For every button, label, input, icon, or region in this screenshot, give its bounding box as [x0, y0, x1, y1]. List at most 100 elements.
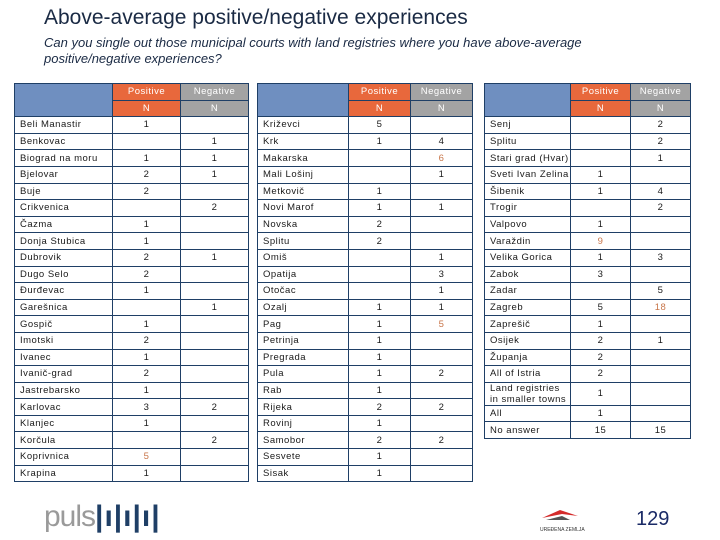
positive-count [348, 248, 411, 267]
positive-count: 1 [348, 199, 411, 217]
table-row: Rovinj 1 [257, 414, 473, 433]
negative-count [630, 215, 691, 234]
negative-count: 1 [630, 331, 691, 350]
court-name: Petrinja [257, 331, 349, 350]
positive-count [112, 298, 181, 317]
header-negative: Negative [630, 83, 691, 101]
negative-count [410, 331, 473, 350]
table-row: Zagreb 5 18 [484, 298, 691, 317]
header-positive: Positive [112, 83, 181, 101]
header-positive: Positive [348, 83, 411, 101]
positive-count: 2 [570, 348, 631, 367]
court-name: Pag [257, 315, 349, 333]
negative-count: 2 [180, 431, 249, 450]
table-row: Krk 1 4 [257, 132, 473, 151]
table-row: Land registries in smaller towns 1 [484, 381, 691, 406]
table-row: Šibenik 1 4 [484, 182, 691, 201]
court-name: Omiš [257, 248, 349, 267]
table-row: Dugo Selo 2 [14, 265, 249, 284]
negative-count [180, 182, 249, 201]
positive-count: 1 [348, 331, 411, 350]
court-name: Dugo Selo [14, 265, 113, 284]
positive-count: 1 [570, 381, 631, 406]
negative-count: 2 [410, 398, 473, 416]
positive-count [348, 265, 411, 284]
table-row: Pula 1 2 [257, 365, 473, 383]
table-row: Križevci 5 [257, 116, 473, 134]
table-row: Krapina 1 [14, 464, 249, 483]
table-row: Čazma 1 [14, 215, 249, 234]
table-row: Otočac 1 [257, 282, 473, 300]
negative-count [180, 381, 249, 400]
negative-count [410, 116, 473, 134]
table-row: Crikvenica 2 [14, 199, 249, 217]
table-row: Splitu 2 [257, 232, 473, 250]
positive-count: 1 [112, 348, 181, 367]
negative-count [180, 215, 249, 234]
courts-table-1: Positive Negative N N Beli Manastir 1 Benkovac… [14, 82, 249, 483]
negative-count: 2 [630, 116, 691, 134]
positive-count: 1 [348, 182, 411, 201]
court-name: Osijek [484, 331, 571, 350]
court-name: Krk [257, 132, 349, 151]
court-name: Županja [484, 348, 571, 367]
positive-count: 1 [570, 248, 631, 267]
court-name: Donja Stubica [14, 232, 113, 250]
header-blank [14, 82, 113, 118]
court-name: Novska [257, 215, 349, 234]
header-positive-n: N [112, 99, 181, 118]
table-row: Splitu 2 [484, 132, 691, 151]
positive-count [112, 431, 181, 450]
court-name: Korčula [14, 431, 113, 450]
table-row: Senj 2 [484, 116, 691, 134]
table-row: Varaždin 9 [484, 232, 691, 250]
court-name: Sesvete [257, 448, 349, 466]
table-row: Garešnica 1 [14, 298, 249, 317]
court-name: Makarska [257, 149, 349, 167]
court-name: Opatija [257, 265, 349, 284]
table-row: Ivanič-grad 2 [14, 365, 249, 383]
table-row: Stari grad (Hvar) 1 [484, 149, 691, 167]
positive-count: 1 [348, 381, 411, 400]
table-row: Valpovo 1 [484, 215, 691, 234]
negative-count: 2 [410, 431, 473, 450]
negative-count: 1 [180, 132, 249, 151]
court-name: Splitu [484, 132, 571, 151]
positive-count: 1 [112, 282, 181, 300]
positive-count: 1 [112, 232, 181, 250]
negative-count [180, 348, 249, 367]
court-name: Ivanec [14, 348, 113, 367]
positive-count [348, 149, 411, 167]
court-name: Koprivnica [14, 448, 113, 466]
negative-count: 2 [410, 365, 473, 383]
positive-count: 1 [348, 132, 411, 151]
court-name: Garešnica [14, 298, 113, 317]
positive-count: 1 [570, 165, 631, 184]
table-row: Opatija 3 [257, 265, 473, 284]
positive-count: 1 [112, 116, 181, 134]
negative-count [410, 381, 473, 400]
negative-count: 5 [410, 315, 473, 333]
negative-count [180, 265, 249, 284]
court-name: Land registries in smaller towns [484, 381, 571, 406]
court-name: Čazma [14, 215, 113, 234]
negative-count: 1 [180, 149, 249, 167]
header-positive: Positive [570, 83, 631, 101]
positive-count: 3 [570, 265, 631, 284]
table-row: Samobor 2 2 [257, 431, 473, 450]
positive-count: 2 [348, 215, 411, 234]
court-name: Senj [484, 116, 571, 134]
table-row: Sisak 1 [257, 464, 473, 483]
negative-count: 1 [410, 282, 473, 300]
table-row: Gospič 1 [14, 315, 249, 333]
positive-count: 5 [570, 298, 631, 317]
header-negative-n: N [630, 99, 691, 118]
negative-count: 4 [630, 182, 691, 201]
negative-count: 2 [630, 199, 691, 217]
negative-count: 1 [410, 165, 473, 184]
court-name: Stari grad (Hvar) [484, 149, 571, 167]
negative-count [180, 116, 249, 134]
positive-count: 1 [112, 149, 181, 167]
court-name: Velika Gorica [484, 248, 571, 267]
negative-count [180, 232, 249, 250]
